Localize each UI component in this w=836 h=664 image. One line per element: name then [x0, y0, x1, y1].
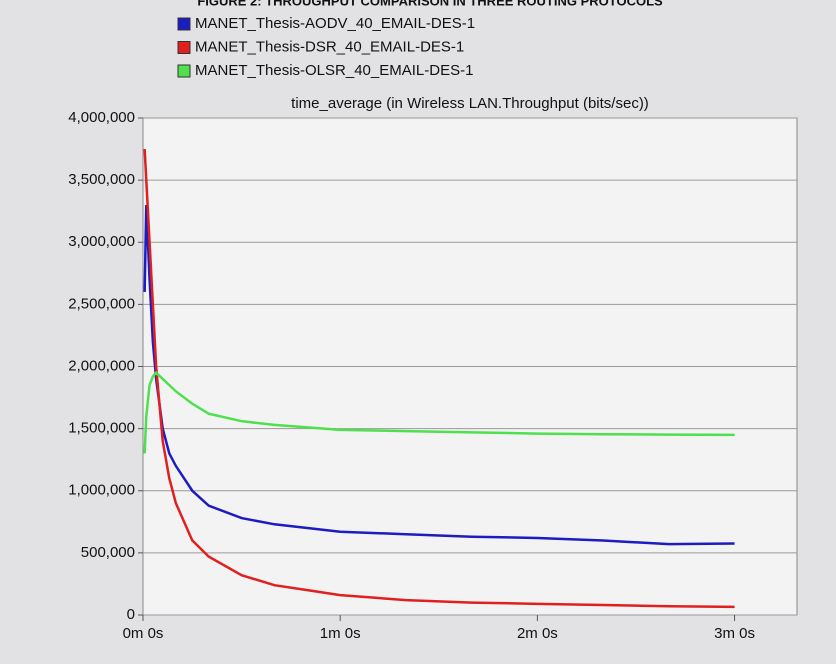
y-tick-label: 1,500,000: [68, 420, 135, 437]
chart-title: FIGURE 2: THROUGHPUT COMPARISON IN THREE…: [197, 0, 663, 8]
y-tick-label: 2,000,000: [68, 357, 135, 374]
legend-swatch: [177, 64, 191, 78]
y-tick-label: 3,000,000: [68, 233, 135, 250]
line-series: [143, 370, 735, 454]
x-tick-label: 0m 0s: [123, 625, 164, 642]
y-tick-label: 4,000,000: [68, 109, 135, 126]
chart-subtitle: time_average (in Wireless LAN.Throughput…: [291, 95, 649, 112]
legend-label: MANET_Thesis-OLSR_40_EMAIL-DES-1: [195, 62, 473, 79]
legend-label: MANET_Thesis-DSR_40_EMAIL-DES-1: [195, 38, 464, 55]
x-tick-label: 3m 0s: [714, 625, 755, 642]
legend-swatch: [177, 17, 191, 31]
line-series: [143, 204, 735, 546]
y-tick-label: 500,000: [81, 544, 135, 561]
legend-swatch: [177, 41, 191, 54]
legend-label: MANET_Thesis-AODV_40_EMAIL-DES-1: [195, 15, 475, 32]
y-tick-label: 0: [127, 606, 135, 623]
x-tick-label: 1m 0s: [320, 625, 361, 642]
line-series: [143, 148, 735, 609]
y-tick-label: 1,000,000: [68, 482, 135, 499]
y-tick-label: 3,500,000: [68, 171, 135, 188]
x-tick-label: 2m 0s: [517, 625, 558, 642]
y-tick-label: 2,500,000: [68, 295, 135, 312]
